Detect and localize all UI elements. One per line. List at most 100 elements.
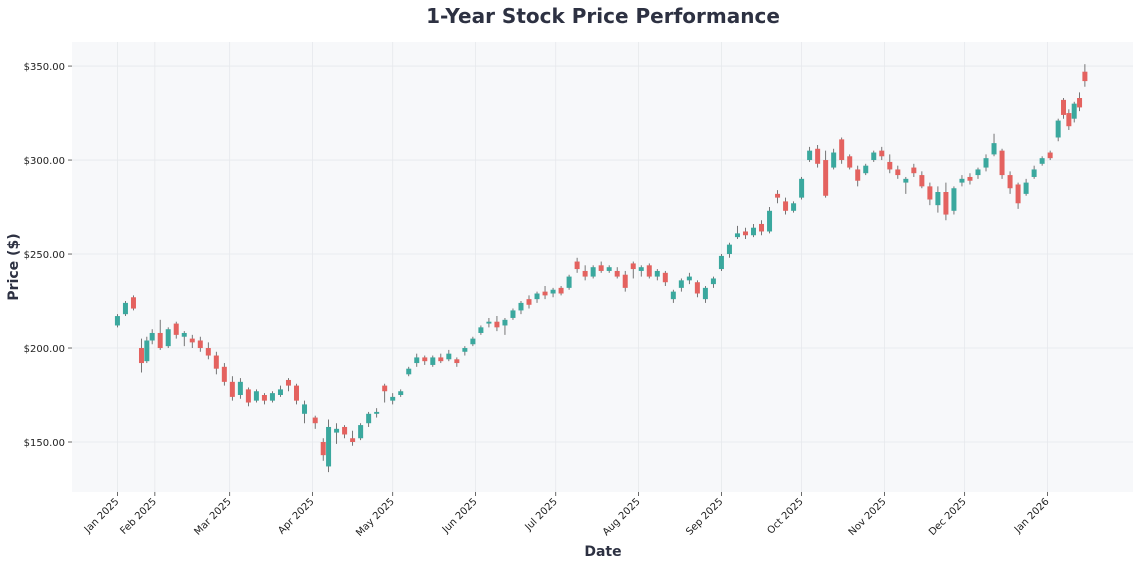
candle-body	[598, 265, 604, 271]
y-tick-label: $150.00	[24, 438, 65, 449]
candle-body	[1066, 113, 1072, 127]
candle-down	[293, 383, 299, 405]
candle-down	[1061, 98, 1067, 119]
candle-body	[1077, 98, 1083, 108]
candle-up	[831, 148, 837, 170]
candle-up	[959, 175, 965, 187]
candle-up	[165, 327, 171, 349]
candles	[114, 64, 1088, 473]
candle-down	[847, 154, 853, 170]
candle-body	[144, 340, 150, 362]
candle-body	[959, 178, 965, 183]
candle-body	[382, 385, 388, 392]
candle-body	[686, 276, 692, 281]
candle-body	[622, 274, 628, 288]
y-tick-label: $250.00	[24, 250, 65, 261]
candle-down	[742, 227, 748, 239]
candle-body	[197, 340, 203, 349]
y-axis-label: Price ($)	[6, 233, 22, 300]
candle-up	[269, 391, 275, 403]
candle-body	[334, 428, 340, 433]
x-tick-label: Mar 2025	[192, 496, 233, 537]
candle-body	[422, 357, 428, 362]
candle-body	[734, 233, 740, 238]
candle-body	[935, 192, 941, 206]
candle-down	[919, 171, 925, 189]
candle-down	[630, 261, 636, 279]
candle-body	[446, 353, 452, 360]
x-tick-label: Nov 2025	[847, 496, 889, 538]
candle-body	[302, 404, 308, 414]
candle-down	[221, 363, 227, 386]
candle-up	[181, 331, 187, 347]
candle-body	[1015, 184, 1021, 204]
candle-body	[895, 169, 901, 176]
x-tick-label: Jan 2026	[1012, 496, 1052, 536]
candle-body	[518, 302, 524, 311]
candle-body	[277, 389, 283, 396]
candle-down	[646, 263, 652, 279]
candle-up	[518, 301, 524, 315]
candle-body	[138, 348, 144, 364]
candle-up	[750, 223, 756, 238]
candle-body	[173, 323, 179, 335]
candle-up	[654, 269, 660, 281]
candle-body	[438, 357, 444, 362]
candle-down	[422, 355, 428, 365]
candle-body	[189, 338, 195, 343]
candle-body	[430, 357, 436, 365]
candle-body	[366, 413, 372, 424]
candle-down	[213, 351, 219, 375]
candle-body	[1082, 71, 1088, 82]
candle-up	[534, 291, 540, 303]
candle-body	[526, 299, 532, 305]
candle-up	[237, 378, 243, 399]
x-tick-label: Jan 2025	[82, 496, 122, 536]
candle-up	[734, 225, 740, 239]
candle-up	[470, 336, 476, 347]
candle-down	[911, 163, 917, 177]
candle-up	[334, 423, 340, 444]
candle-body	[462, 348, 468, 352]
candle-body	[718, 255, 724, 270]
candle-body	[855, 169, 861, 181]
candle-down	[775, 190, 781, 204]
candle-up	[149, 329, 155, 345]
candle-body	[406, 368, 412, 375]
candle-up	[767, 207, 773, 234]
candle-up	[358, 423, 364, 441]
candle-up	[253, 389, 259, 403]
candle-up	[430, 355, 436, 367]
candle-down	[138, 338, 144, 373]
candle-down	[173, 321, 179, 339]
candle-up	[502, 317, 508, 335]
candle-down	[927, 182, 933, 206]
candle-body	[510, 310, 516, 318]
candle-down	[438, 353, 444, 364]
candle-up	[726, 242, 732, 258]
candle-down	[823, 150, 829, 198]
candle-down	[245, 387, 251, 407]
candle-body	[114, 316, 120, 326]
candle-body	[662, 272, 668, 283]
candle-up	[991, 133, 997, 157]
candle-body	[807, 150, 813, 161]
candle-up	[326, 419, 332, 473]
x-axis-label: Date	[584, 544, 621, 560]
candle-body	[157, 332, 163, 349]
candle-down	[598, 261, 604, 273]
candle-body	[253, 391, 259, 401]
candle-down	[157, 319, 163, 350]
candle-body	[927, 186, 933, 200]
candle-down	[229, 376, 235, 401]
candle-body	[269, 393, 275, 401]
x-tick-label: Oct 2025	[765, 496, 805, 536]
candle-up	[903, 176, 909, 194]
candle-body	[398, 391, 404, 396]
candle-up	[446, 349, 452, 362]
candle-up	[606, 265, 612, 273]
candle-body	[815, 148, 821, 164]
candle-down	[1015, 182, 1021, 209]
candle-body	[975, 169, 981, 176]
candle-body	[285, 379, 291, 386]
